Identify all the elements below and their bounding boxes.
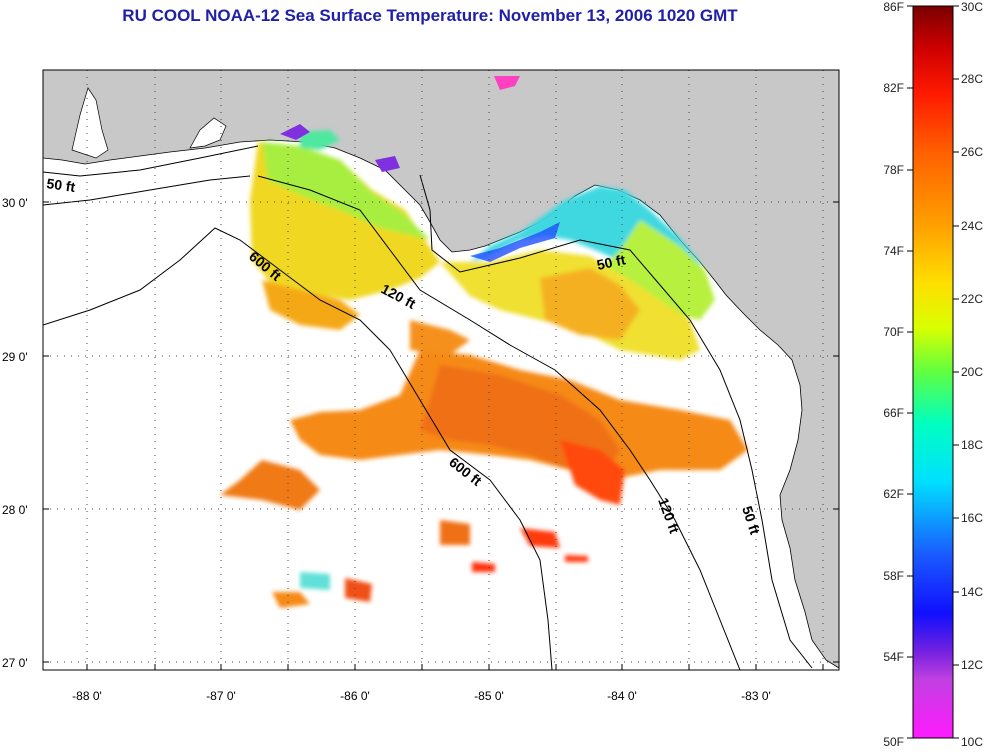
cb-f-label-74: 74F	[883, 244, 904, 258]
cold-coastal-fringe	[470, 222, 560, 262]
lon-label-87: -87 0'	[206, 689, 236, 703]
cb-c-label-30: 30C	[961, 0, 983, 14]
cb-c-label-24: 24C	[961, 219, 983, 233]
cb-f-label-66: 66F	[883, 406, 904, 420]
contour-label-50ft-west: 50 ft	[46, 175, 77, 195]
contour-50ft-east	[419, 174, 813, 669]
map-frame	[42, 69, 840, 671]
sst-data-layer	[220, 130, 748, 608]
cb-f-label-70: 70F	[883, 325, 904, 339]
cold-bay-patch-1	[280, 124, 310, 140]
contour-120ft-west	[43, 175, 251, 206]
cb-c-label-28: 28C	[961, 72, 983, 86]
cb-c-label-20: 20C	[961, 365, 983, 379]
map-area: 50 ft 600 ft 120 ft 50 ft 600 ft 120 ft …	[43, 70, 839, 670]
lat-label-30: 30 0'	[2, 196, 28, 210]
cb-c-label-14: 14C	[961, 585, 983, 599]
lon-label-88: -88 0'	[72, 689, 102, 703]
cb-c-label-18: 18C	[961, 438, 983, 452]
pensacola-bay	[189, 117, 227, 149]
cb-c-label-12: 12C	[961, 658, 983, 672]
cb-f-label-62: 62F	[883, 487, 904, 501]
cb-f-label-82: 82F	[883, 81, 904, 95]
colorbar-ticks	[907, 5, 959, 739]
cb-f-label-50: 50F	[883, 735, 904, 749]
contour-600ft-west	[43, 227, 553, 670]
sst-colorbar	[912, 5, 954, 739]
cb-f-label-86: 86F	[883, 0, 904, 14]
lon-label-86: -86 0'	[340, 689, 370, 703]
contour-label-50ft-northeast: 50 ft	[595, 251, 627, 273]
cb-f-label-78: 78F	[883, 163, 904, 177]
cb-c-label-16: 16C	[961, 511, 983, 525]
cold-bay-patch-2	[375, 156, 400, 172]
lon-label-85: -85 0'	[474, 689, 504, 703]
mobile-bay	[71, 87, 109, 159]
lat-label-29: 29 0'	[2, 350, 28, 364]
lon-label-84: -84 0'	[607, 689, 637, 703]
frame-ticks	[43, 201, 839, 670]
lat-label-28: 28 0'	[2, 503, 28, 517]
cb-c-label-26: 26C	[961, 145, 983, 159]
cb-c-label-10: 10C	[961, 735, 983, 749]
cb-f-label-58: 58F	[883, 569, 904, 583]
warm-inland-bay-patch	[494, 76, 520, 90]
cb-f-label-54: 54F	[883, 650, 904, 664]
map-title: RU COOL NOAA-12 Sea Surface Temperature:…	[122, 6, 738, 25]
contour-120ft-east	[257, 175, 741, 670]
land-florida-alabama	[43, 70, 839, 669]
lon-label-83: -83 0'	[741, 689, 771, 703]
lat-label-27: 27 0'	[2, 656, 28, 670]
contour-50ft-west	[43, 145, 259, 177]
cb-c-label-22: 22C	[961, 292, 983, 306]
